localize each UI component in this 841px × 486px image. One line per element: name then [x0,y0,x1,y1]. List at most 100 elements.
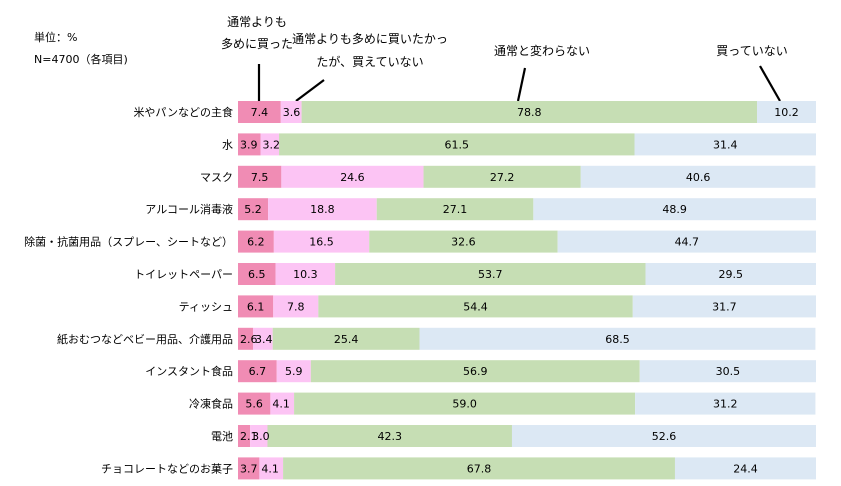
data-label: 42.3 [377,430,402,443]
bar-segment [511,425,816,447]
data-label: 40.6 [686,171,711,184]
data-label: 32.6 [451,236,476,249]
bar-segment [632,295,816,318]
category-label: 冷凍食品 [189,397,233,411]
bar-segment [267,425,512,447]
bar-segment [238,263,276,285]
data-label: 7.4 [251,106,269,119]
data-label: 31.4 [713,138,738,151]
bar-segment [533,198,816,221]
bar-segment [280,101,302,123]
data-label: 3.6 [283,106,301,119]
legend-leader-line [295,79,325,102]
data-label: 31.7 [712,300,737,313]
category-label: アルコール消毒液 [145,202,233,216]
bar-segment [260,133,280,156]
data-label: 5.6 [245,398,263,411]
bar-segment [376,198,534,221]
category-label: 米やパンなどの主食 [133,105,233,119]
data-label: 4.1 [272,398,290,411]
data-label: 27.2 [490,171,515,184]
bar-segment [238,457,260,480]
data-label: 16.5 [309,236,334,249]
bar-segment [238,327,254,350]
legend-leader-line [759,65,781,102]
legend-callout: 買っていない [716,44,788,102]
bar-segment [310,360,640,383]
data-label: 24.6 [340,171,365,184]
category-label: 紙おむつなどベビー用品、介護用品 [57,332,233,346]
data-label: 10.3 [293,268,318,281]
bar-segment [238,101,281,123]
data-label: 31.2 [713,398,738,411]
data-label: 61.5 [445,138,470,151]
data-label: 25.4 [334,333,359,346]
data-label: 2.1 [240,430,258,443]
data-label: 5.2 [244,203,262,216]
category-label: インスタント食品 [145,364,233,378]
bar-segment [268,198,377,221]
data-label: 6.5 [248,268,266,281]
data-label: 54.4 [463,300,488,313]
category-label: トイレットペーパー [134,268,233,281]
bar-segment [259,457,284,480]
bar-segment [279,133,635,156]
bar-segment [253,327,273,350]
bar-segment [639,360,816,383]
bar-row: チョコレートなどのお菓子 3.7 4.1 67.8 24.4 [101,457,816,480]
bar-segment [557,230,816,253]
data-label: 67.8 [467,462,492,475]
bar-segment [635,392,816,415]
data-label: 24.4 [733,462,758,475]
data-label: 48.9 [662,203,687,216]
data-label: 3.9 [240,138,258,151]
bar-segment [318,295,633,318]
bar-row: 米やパンなどの主食 7.4 3.6 78.8 10.2 [133,101,816,123]
data-label: 3.7 [240,462,258,475]
data-label: 7.5 [251,171,269,184]
bar-segment [273,295,319,318]
bar-segment [580,165,816,188]
bar-segment [757,101,816,123]
data-label: 56.9 [463,365,488,378]
data-label: 6.2 [247,236,265,249]
data-label: 68.5 [605,333,630,346]
bar-segment [272,327,420,350]
plot-area: 米やパンなどの主食 7.4 3.6 78.8 10.2 水 3.9 3.2 61.5 31.4 マス… [24,101,816,480]
data-label: 18.8 [310,203,335,216]
data-label: 4.1 [261,462,279,475]
bar-segment [238,425,251,447]
data-label: 44.7 [675,236,700,249]
sample-size-label: N=4700（各項目) [34,52,128,66]
bar-row: 電池 2.13.0 42.3 52.6 [211,425,816,447]
bar-row: マスク 7.5 24.6 27.2 40.6 [200,165,816,188]
bar-segment [250,425,268,447]
data-label: 59.0 [452,398,477,411]
bar-segment [645,263,816,285]
bar-segment [634,133,816,156]
legend-callout-text: 通常と変わらない [494,43,590,58]
bar-segment [674,457,816,480]
category-label: ティッシュ [179,300,233,313]
category-label: マスク [200,171,233,184]
bar-row: 除菌・抗菌用品（スプレー、シートなど） 6.2 16.5 32.6 44.7 [24,230,816,253]
bar-segment [270,392,295,415]
data-label: 10.2 [774,106,799,119]
category-label: チョコレートなどのお菓子 [101,462,233,475]
legend-callout-text: 通常よりも [227,15,287,29]
bar-row: 冷凍食品 5.6 4.1 59.0 31.2 [189,392,816,415]
legend-callout-text: 通常よりも多めに買いたかっ [292,32,448,46]
data-label: 5.9 [285,365,303,378]
data-label: 52.6 [652,430,677,443]
category-label: 電池 [211,430,233,443]
data-label: 30.5 [716,365,741,378]
bar-segment [238,230,274,253]
bar-row: アルコール消毒液 5.2 18.8 27.1 48.9 [145,198,816,221]
bar-segment [238,198,269,221]
data-label: 7.8 [287,300,305,313]
bar-segment [335,263,646,285]
bar-segment [294,392,636,415]
